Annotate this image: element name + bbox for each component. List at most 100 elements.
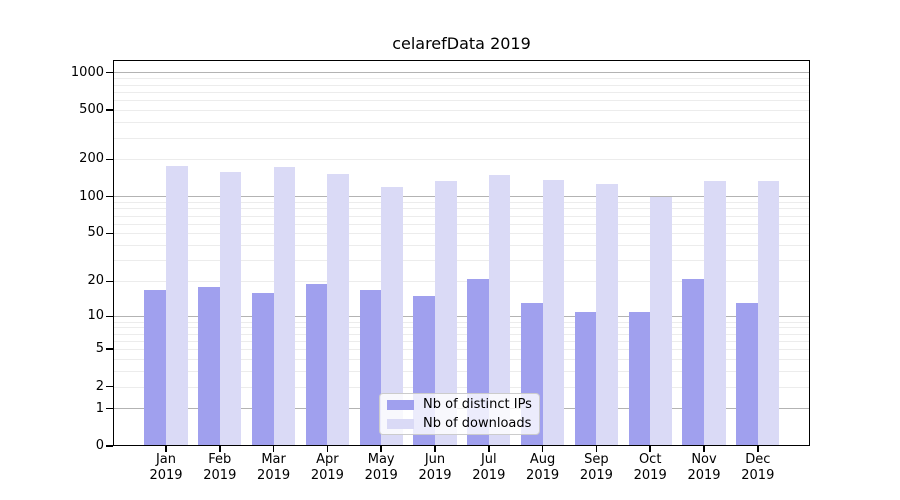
bar-distinct-ips-dec: [736, 303, 758, 446]
bar-downloads-jun: [435, 180, 457, 446]
y-tick-mark: [106, 348, 113, 350]
legend-swatch-downloads: [387, 418, 414, 429]
x-tick-label: Mar 2019: [257, 452, 291, 483]
x-tick-label: Oct 2019: [633, 452, 667, 483]
y-tick-label: 5: [95, 341, 104, 357]
minor-gridline: [113, 260, 810, 262]
y-tick-mark: [106, 315, 113, 318]
minor-gridline: [113, 327, 810, 329]
y-tick-mark: [106, 385, 113, 388]
bar-distinct-ips-feb: [198, 286, 220, 446]
minor-gridline: [113, 208, 810, 210]
minor-gridline: [113, 78, 810, 80]
x-tick-mark: [541, 446, 544, 452]
minor-gridline: [113, 202, 810, 204]
x-tick-label: Apr 2019: [310, 452, 344, 483]
major-gridline: [113, 196, 810, 198]
y-tick-label: 1000: [70, 64, 104, 80]
x-tick-mark: [219, 446, 221, 452]
x-tick-label: Feb 2019: [203, 452, 237, 483]
bar-downloads-oct: [650, 197, 672, 446]
minor-gridline: [113, 371, 810, 373]
x-tick-mark: [757, 446, 759, 452]
bar-downloads-dec: [757, 181, 780, 446]
minor-gridline: [113, 122, 810, 124]
bar-downloads-jul: [488, 174, 511, 446]
legend: Nb of distinct IPs Nb of downloads: [379, 393, 540, 435]
x-tick-mark: [703, 446, 705, 452]
plot-area: Nb of distinct IPs Nb of downloads: [113, 60, 810, 446]
bar-downloads-jan: [166, 166, 188, 446]
y-tick-label: 1: [95, 400, 104, 416]
bar-distinct-ips-mar: [252, 292, 274, 446]
bar-distinct-ips-oct: [628, 311, 651, 446]
bar-downloads-nov: [704, 181, 726, 446]
legend-row: Nb of distinct IPs: [387, 397, 532, 412]
minor-gridline: [113, 233, 810, 235]
x-tick-mark: [380, 446, 382, 452]
y-tick-label: 50: [87, 225, 104, 241]
bar-downloads-may: [381, 187, 403, 446]
x-tick-mark: [165, 446, 167, 452]
y-tick-mark: [106, 232, 113, 235]
x-tick-label: Aug 2019: [526, 452, 560, 483]
legend-label: Nb of downloads: [423, 416, 532, 431]
bar-downloads-aug: [542, 180, 565, 446]
legend-row: Nb of downloads: [387, 416, 531, 431]
x-tick-mark: [649, 446, 651, 452]
major-gridline: [113, 72, 810, 74]
x-tick-label: Nov 2019: [687, 452, 721, 483]
minor-gridline: [113, 137, 810, 139]
minor-gridline: [113, 215, 810, 217]
bar-downloads-sep: [596, 184, 618, 446]
x-tick-mark: [326, 446, 329, 452]
x-tick-mark: [488, 446, 490, 452]
y-tick-label: 200: [79, 151, 104, 167]
bar-distinct-ips-sep: [574, 311, 597, 446]
legend-label: Nb of distinct IPs: [423, 397, 532, 412]
minor-gridline: [113, 223, 810, 225]
legend-swatch-distinct-ips: [387, 399, 414, 410]
minor-gridline: [113, 359, 810, 360]
y-tick-label: 10: [87, 308, 104, 324]
bar-downloads-apr: [327, 174, 349, 446]
x-tick-mark: [595, 446, 598, 452]
chart-title: celarefData 2019: [392, 34, 531, 53]
y-tick-mark: [106, 280, 113, 283]
bar-distinct-ips-jan: [144, 289, 166, 446]
y-tick-label: 500: [79, 102, 104, 117]
x-tick-label: May 2019: [364, 452, 398, 483]
x-tick-label: Sep 2019: [579, 452, 613, 483]
bar-distinct-ips-may: [359, 289, 382, 446]
minor-gridline: [113, 245, 810, 247]
minor-gridline: [113, 100, 810, 102]
y-tick-mark: [106, 195, 113, 198]
x-tick-mark: [434, 446, 436, 452]
bar-distinct-ips-nov: [682, 278, 704, 446]
bar-downloads-mar: [273, 167, 296, 446]
minor-gridline: [113, 340, 810, 342]
bar-distinct-ips-apr: [305, 284, 328, 446]
y-tick-label: 100: [79, 188, 104, 204]
x-tick-label: Dec 2019: [741, 452, 775, 483]
y-tick-mark: [106, 445, 113, 447]
minor-gridline: [113, 281, 810, 283]
minor-gridline: [113, 91, 810, 93]
y-tick-label: 20: [87, 273, 104, 289]
bar-downloads-feb: [219, 171, 242, 446]
y-tick-mark: [106, 109, 113, 111]
minor-gridline: [113, 386, 810, 388]
minor-gridline: [113, 349, 810, 351]
y-tick-label: 0: [95, 438, 104, 453]
minor-gridline: [113, 159, 810, 161]
minor-gridline: [113, 321, 810, 323]
y-tick-mark: [106, 71, 113, 74]
x-tick-label: Jun 2019: [418, 452, 452, 483]
y-tick-mark: [106, 158, 113, 161]
y-tick-label: 2: [95, 378, 104, 394]
x-tick-mark: [272, 446, 275, 452]
minor-gridline: [113, 110, 810, 111]
minor-gridline: [113, 84, 810, 86]
major-gridline: [113, 315, 810, 318]
